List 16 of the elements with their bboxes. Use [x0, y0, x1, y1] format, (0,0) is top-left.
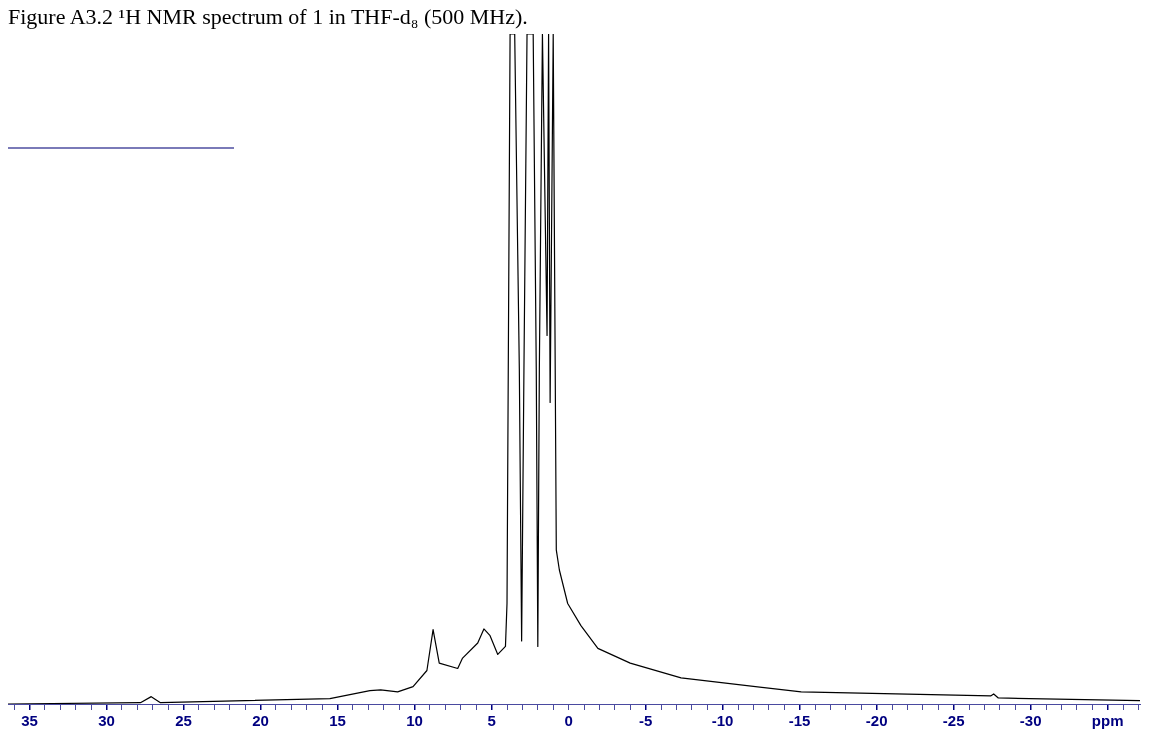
- chart-title: Figure A3.2 ¹H NMR spectrum of 1 in THF-d₈ (500 MHz).: [8, 4, 528, 30]
- x-tick-label: ppm: [1091, 712, 1124, 730]
- x-tick-label: -25: [942, 712, 965, 730]
- x-tick-label: 0: [564, 712, 573, 730]
- x-tick-label: -15: [788, 712, 811, 730]
- x-tick-label: -30: [1019, 712, 1042, 730]
- x-tick-label: 5: [487, 712, 496, 730]
- x-tick-label: 25: [175, 712, 192, 730]
- x-tick-label: -5: [638, 712, 653, 730]
- x-tick-label: 15: [329, 712, 346, 730]
- x-tick-label: 10: [406, 712, 423, 730]
- x-tick-label: -10: [711, 712, 734, 730]
- x-tick-label: -20: [865, 712, 888, 730]
- x-tick-label: 30: [98, 712, 115, 730]
- x-tick-label: 35: [21, 712, 38, 730]
- x-tick-label: 20: [252, 712, 269, 730]
